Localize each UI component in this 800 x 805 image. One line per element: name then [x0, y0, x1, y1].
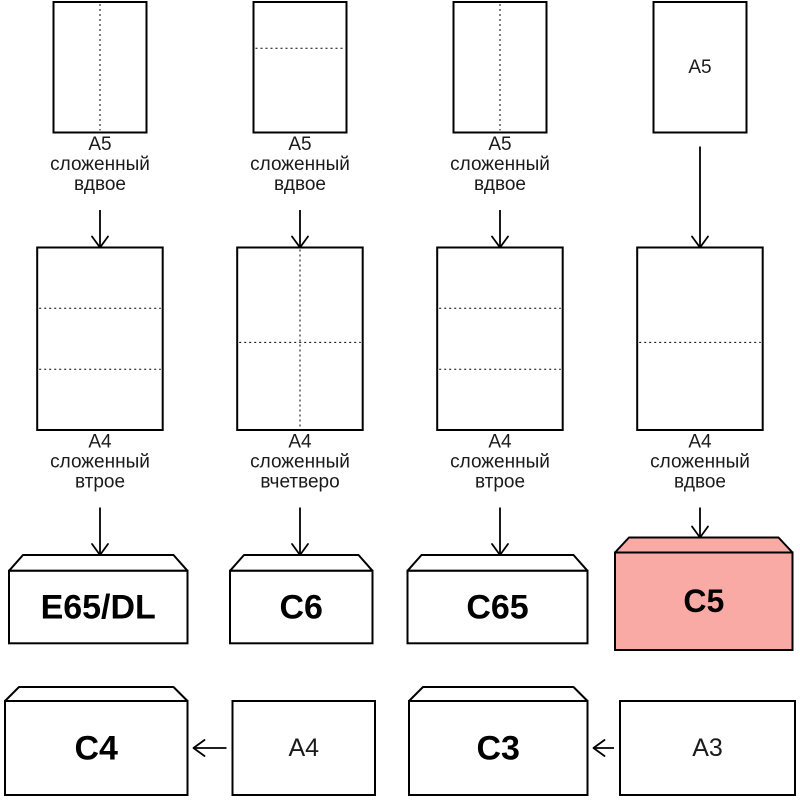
- svg-text:вдвое: вдвое: [674, 472, 726, 493]
- svg-text:сложенный: сложенный: [50, 154, 150, 175]
- svg-text:A5: A5: [288, 134, 311, 155]
- svg-text:C65: C65: [466, 589, 528, 627]
- svg-text:C3: C3: [476, 730, 519, 768]
- svg-text:вдвое: вдвое: [474, 174, 526, 195]
- svg-text:сложенный: сложенный: [250, 154, 350, 175]
- svg-text:сложенный: сложенный: [50, 452, 150, 473]
- svg-text:A3: A3: [692, 734, 723, 762]
- svg-text:C6: C6: [279, 589, 322, 627]
- svg-text:сложенный: сложенный: [450, 452, 550, 473]
- svg-text:сложенный: сложенный: [450, 154, 550, 175]
- svg-text:C5: C5: [683, 583, 724, 619]
- svg-text:вчетверо: вчетверо: [260, 472, 339, 493]
- svg-text:втрое: втрое: [475, 472, 525, 493]
- svg-text:A4: A4: [488, 432, 512, 453]
- svg-text:C4: C4: [74, 730, 118, 768]
- svg-text:вдвое: вдвое: [74, 174, 126, 195]
- svg-text:A5: A5: [688, 57, 711, 78]
- svg-text:вдвое: вдвое: [274, 174, 326, 195]
- svg-text:A4: A4: [288, 432, 312, 453]
- svg-text:втрое: втрое: [75, 472, 125, 493]
- svg-text:сложенный: сложенный: [250, 452, 350, 473]
- svg-text:A4: A4: [688, 432, 712, 453]
- svg-text:A5: A5: [88, 134, 111, 155]
- svg-text:A5: A5: [488, 134, 511, 155]
- svg-text:сложенный: сложенный: [650, 452, 750, 473]
- svg-text:A4: A4: [88, 432, 112, 453]
- svg-text:A4: A4: [289, 734, 320, 762]
- svg-text:E65/DL: E65/DL: [41, 589, 156, 627]
